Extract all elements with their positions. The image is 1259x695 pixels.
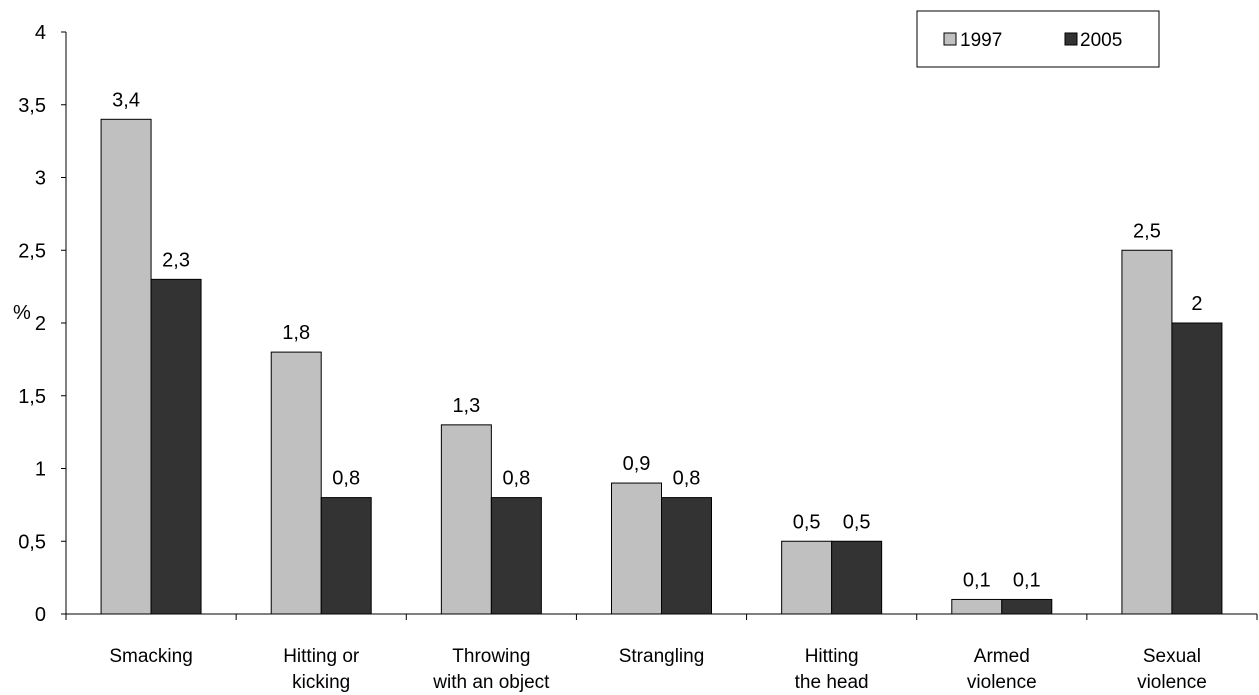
category-label: Smacking — [109, 646, 192, 667]
category-label: Armed — [974, 646, 1030, 667]
y-axis-label: % — [13, 302, 31, 324]
value-label: 0,5 — [793, 511, 821, 533]
y-tick-label: 3,5 — [18, 95, 46, 117]
value-label: 0,5 — [843, 511, 871, 533]
bar-2005-2 — [490, 497, 542, 615]
bar-1997-3 — [611, 482, 662, 615]
x-ticks — [65, 614, 1258, 620]
value-labels: 3,4 1,8 1,3 0,9 0,5 0,1 2,5 2,3 0,8 0,8 0,8 0,5 0,1 2 — [112, 89, 1202, 591]
y-tick-label: 2 — [35, 313, 46, 335]
bar-1997-4 — [781, 540, 833, 615]
y-tick-label: 1,5 — [18, 386, 46, 408]
bar-2005-3 — [661, 497, 712, 615]
value-label: 2,5 — [1133, 220, 1161, 242]
bar-2005-6 — [1171, 322, 1223, 615]
value-label: 0,8 — [673, 468, 701, 490]
value-label: 0,9 — [623, 453, 651, 475]
y-tick-label: 1 — [35, 459, 46, 481]
bar-2005-5 — [1001, 598, 1053, 615]
value-label: 0,8 — [332, 468, 360, 490]
value-label: 2,3 — [162, 249, 190, 271]
value-label: 3,4 — [112, 89, 140, 111]
value-label: 2 — [1191, 293, 1202, 315]
bar-2005-1 — [320, 497, 372, 615]
y-tick-label: 4 — [35, 22, 46, 44]
value-label: 1,8 — [282, 322, 310, 344]
bars — [100, 118, 1223, 615]
bar-1997-2 — [440, 424, 492, 615]
bar-1997-1 — [270, 351, 322, 615]
category-label: kicking — [292, 672, 350, 693]
legend-label-2005: 2005 — [1080, 30, 1122, 51]
y-ticks: 0 0,5 1 1,5 2 2,5 3 3,5 4 — [18, 22, 66, 626]
bar-1997-0 — [100, 118, 152, 615]
value-label: 0,8 — [502, 468, 530, 490]
y-tick-label: 0 — [35, 604, 46, 626]
category-labels: Smacking Hitting or kicking Throwing with an… — [109, 646, 1206, 693]
category-label: Throwing — [452, 646, 530, 667]
category-label: with an object — [432, 672, 550, 693]
value-label: 1,3 — [452, 395, 480, 417]
bar-2005-0 — [150, 278, 202, 615]
legend-swatch-2005 — [1064, 32, 1078, 46]
bar-2005-4 — [831, 540, 883, 615]
category-label: the head — [795, 672, 869, 693]
bar-1997-5 — [951, 598, 1003, 615]
category-label: Sexual — [1143, 646, 1201, 667]
legend-label-1997: 1997 — [960, 30, 1002, 51]
category-label: violence — [967, 672, 1037, 693]
category-label: Hitting — [805, 646, 859, 667]
legend: 1997 2005 — [916, 10, 1160, 68]
y-tick-label: 2,5 — [18, 240, 46, 262]
legend-box — [916, 10, 1160, 68]
bar-1997-6 — [1121, 249, 1173, 615]
category-label: Hitting or — [283, 646, 360, 667]
value-label: 0,1 — [963, 569, 991, 591]
legend-swatch-1997 — [943, 32, 957, 46]
category-label: Strangling — [619, 646, 705, 667]
y-tick-label: 0,5 — [18, 531, 46, 553]
y-tick-label: 3 — [35, 168, 46, 190]
category-label: violence — [1137, 672, 1207, 693]
value-label: 0,1 — [1013, 569, 1041, 591]
